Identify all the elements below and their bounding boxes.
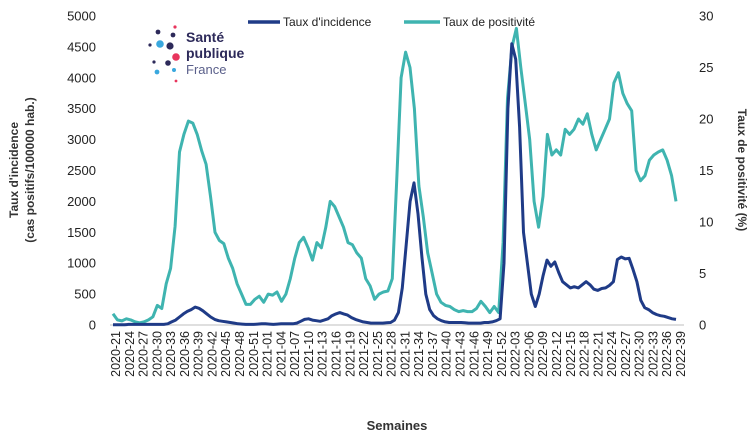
x-tick-label: 2020-21 bbox=[109, 331, 123, 377]
x-tick-label: 2022-09 bbox=[536, 331, 550, 377]
x-tick-label: 2022-12 bbox=[550, 331, 564, 377]
x-tick-label: 2020-39 bbox=[192, 331, 206, 377]
logo-line3: France bbox=[186, 62, 226, 77]
x-tick-label: 2020-30 bbox=[150, 331, 164, 377]
y-left-tick-label: 1000 bbox=[67, 256, 96, 271]
logo-dot bbox=[170, 32, 176, 38]
x-tick-label: 2021-13 bbox=[316, 331, 330, 377]
x-tick-label: 2021-04 bbox=[274, 331, 288, 377]
y-right-tick-label: 0 bbox=[699, 318, 706, 333]
y-left-tick-label: 4500 bbox=[67, 39, 96, 54]
x-tick-label: 2021-31 bbox=[398, 331, 412, 377]
x-tick-label: 2022-30 bbox=[633, 331, 647, 377]
y-left-tick-label: 2500 bbox=[67, 163, 96, 178]
x-tick-label: 2021-52 bbox=[495, 331, 509, 377]
x-tick-label: 2022-33 bbox=[646, 331, 660, 377]
y-left-tick-label: 1500 bbox=[67, 225, 96, 240]
x-tick-label: 2022-03 bbox=[509, 331, 523, 377]
x-tick-label: 2022-36 bbox=[660, 331, 674, 377]
x-tick-label: 2021-07 bbox=[288, 331, 302, 377]
x-tick-label: 2020-48 bbox=[233, 331, 247, 377]
x-tick-label: 2020-33 bbox=[164, 331, 178, 377]
y-left-tick-label: 4000 bbox=[67, 70, 96, 85]
legend: Taux d'incidence Taux de positivité bbox=[248, 15, 535, 29]
x-tick-label: 2021-40 bbox=[440, 331, 454, 377]
logo-dot bbox=[165, 60, 171, 66]
x-tick-label: 2021-19 bbox=[343, 331, 357, 377]
logo-dot bbox=[156, 40, 164, 48]
x-tick-label: 2022-24 bbox=[605, 331, 619, 377]
x-tick-label: 2021-01 bbox=[261, 331, 275, 377]
x-tick-label: 2020-45 bbox=[219, 331, 233, 377]
x-tick-label: 2021-46 bbox=[467, 331, 481, 377]
y-right-tick-label: 30 bbox=[699, 9, 713, 24]
logo-dot bbox=[172, 68, 176, 72]
x-tick-label: 2022-15 bbox=[564, 331, 578, 377]
logo-dot bbox=[166, 42, 174, 50]
x-tick-label: 2020-36 bbox=[178, 331, 192, 377]
logo-dot bbox=[174, 79, 178, 83]
logo-dot bbox=[152, 60, 156, 64]
x-tick-label: 2021-10 bbox=[302, 331, 316, 377]
series-line-positivite bbox=[111, 26, 678, 325]
x-tick-label: 2021-34 bbox=[412, 331, 426, 377]
x-tick-label: 2022-39 bbox=[674, 331, 688, 377]
x-tick-label: 2020-27 bbox=[137, 331, 151, 377]
x-tick-label: 2021-37 bbox=[426, 331, 440, 377]
y-right-tick-label: 20 bbox=[699, 112, 713, 127]
y-left-ticks: 0 500 1000 1500 2000 2500 3000 3500 4000 4500 5000 bbox=[67, 9, 96, 333]
x-tick-label: 2021-16 bbox=[329, 331, 343, 377]
legend-label-incidence: Taux d'incidence bbox=[283, 15, 372, 29]
x-tick-label: 2020-51 bbox=[247, 331, 261, 377]
x-tick-label: 2021-28 bbox=[385, 331, 399, 377]
y-right-title: Taux de positivité (%) bbox=[735, 109, 748, 231]
x-tick-label: 2022-27 bbox=[619, 331, 633, 377]
y-left-title-line1: Taux d'incidence bbox=[7, 122, 21, 218]
logo-line1: Santé bbox=[186, 29, 224, 45]
y-left-tick-label: 3000 bbox=[67, 132, 96, 147]
y-left-title-line2: (cas positifs/100000 hab.) bbox=[23, 97, 37, 242]
logo-dot bbox=[154, 69, 160, 75]
y-left-tick-label: 3500 bbox=[67, 101, 96, 116]
series-line-incidence bbox=[113, 42, 677, 327]
y-left-tick-label: 500 bbox=[74, 287, 96, 302]
x-tick-label: 2021-43 bbox=[454, 331, 468, 377]
logo-dot bbox=[155, 29, 161, 35]
logo-dot bbox=[148, 43, 152, 47]
x-ticks: 2020-21 2020-24 2020-27 2020-30 2020-33 2020-… bbox=[109, 331, 688, 377]
x-axis-title: Semaines bbox=[367, 418, 428, 433]
x-tick-label: 2021-22 bbox=[357, 331, 371, 377]
y-left-tick-label: 2000 bbox=[67, 194, 96, 209]
y-right-tick-label: 15 bbox=[699, 163, 713, 178]
x-tick-label: 2021-49 bbox=[481, 331, 495, 377]
x-tick-label: 2021-25 bbox=[371, 331, 385, 377]
sante-publique-france-logo: Santé publique France bbox=[148, 25, 245, 83]
y-right-tick-label: 25 bbox=[699, 60, 713, 75]
x-tick-label: 2022-06 bbox=[522, 331, 536, 377]
logo-line2: publique bbox=[186, 45, 245, 61]
x-tick-label: 2022-18 bbox=[578, 331, 592, 377]
y-left-tick-label: 0 bbox=[89, 318, 96, 333]
y-left-tick-label: 5000 bbox=[67, 9, 96, 24]
x-tick-label: 2020-24 bbox=[123, 331, 137, 377]
x-tick-label: 2020-42 bbox=[205, 331, 219, 377]
logo-dot bbox=[173, 25, 177, 29]
logo-dot bbox=[172, 53, 180, 61]
y-right-ticks: 0 5 10 15 20 25 30 bbox=[699, 9, 713, 333]
x-tick-label: 2022-21 bbox=[591, 331, 605, 377]
y-right-tick-label: 5 bbox=[699, 266, 706, 281]
y-right-tick-label: 10 bbox=[699, 215, 713, 230]
legend-label-positivite: Taux de positivité bbox=[443, 15, 535, 29]
